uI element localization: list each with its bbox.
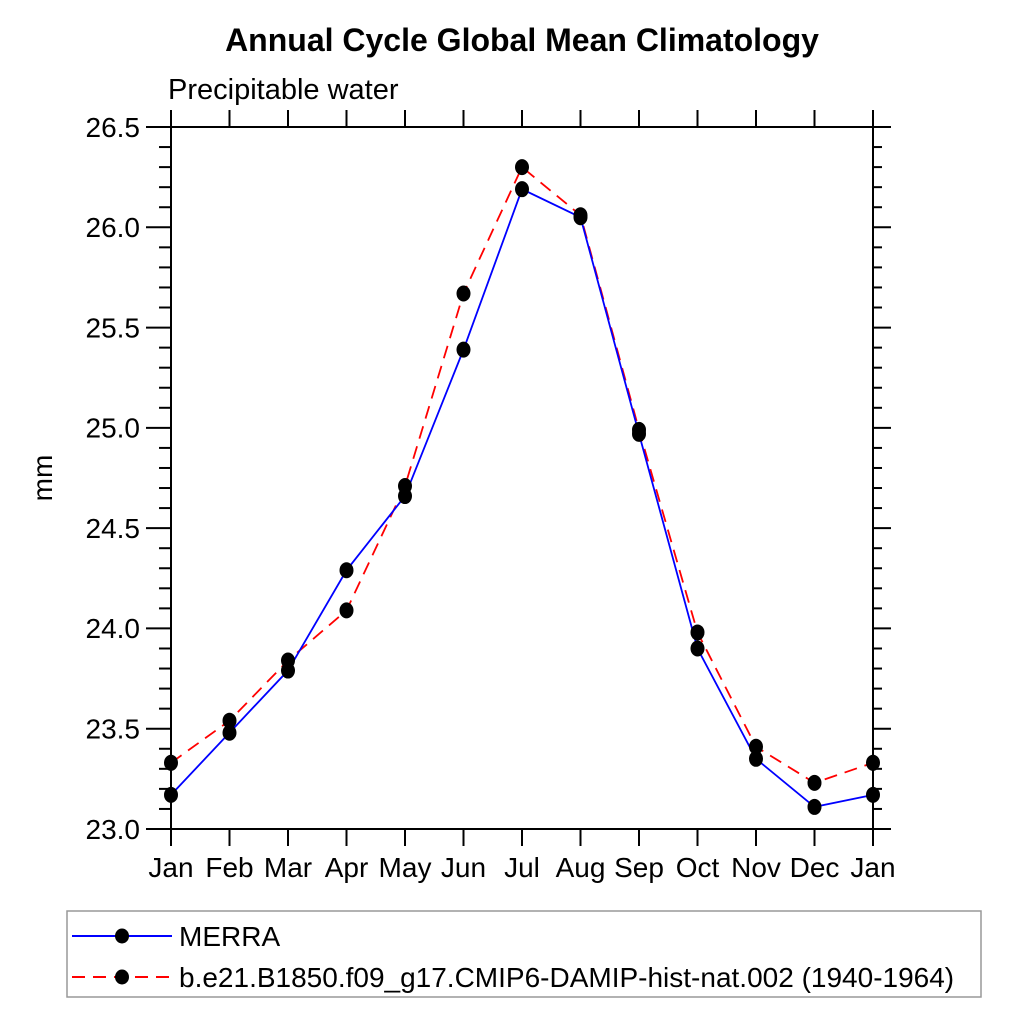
x-tick-label: Dec bbox=[790, 852, 840, 883]
y-tick-label: 25.5 bbox=[86, 312, 141, 343]
data-point-marker bbox=[222, 712, 237, 729]
plot-frame bbox=[170, 126, 874, 830]
x-tick-label: Sep bbox=[614, 852, 664, 883]
data-point-marker bbox=[690, 624, 705, 641]
data-point-marker bbox=[456, 341, 471, 358]
x-tick-label: Oct bbox=[676, 852, 720, 883]
data-point-marker bbox=[632, 421, 646, 438]
data-point-marker bbox=[164, 754, 178, 771]
data-point-marker bbox=[515, 181, 529, 198]
data-point-marker bbox=[690, 640, 705, 657]
x-tick-label: Feb bbox=[205, 852, 253, 883]
data-point-marker bbox=[398, 478, 412, 495]
tick-labels: Jan Feb Mar Apr May Jun Jul Aug Sep Oct Nov Dec Jan2… bbox=[86, 112, 896, 883]
x-tick-label: Jan bbox=[850, 852, 895, 883]
data-point-marker bbox=[339, 602, 354, 619]
y-tick-label: 26.5 bbox=[86, 112, 141, 143]
series-line-model bbox=[170, 165, 874, 784]
data-point-marker bbox=[866, 754, 880, 771]
data-point-marker bbox=[866, 786, 880, 803]
legend-marker-dot bbox=[115, 969, 129, 985]
y-axis-label: mm bbox=[27, 455, 58, 502]
axis-ticks bbox=[146, 110, 891, 846]
data-point-marker bbox=[749, 738, 763, 755]
x-tick-label: Apr bbox=[325, 852, 369, 883]
data-point-marker bbox=[222, 724, 237, 741]
data-point-marker bbox=[456, 285, 471, 302]
legend-marker-dot bbox=[115, 928, 129, 944]
x-tick-label: Aug bbox=[556, 852, 606, 883]
series-line-merra bbox=[170, 187, 874, 808]
legend-entry-merra: MERRA bbox=[72, 921, 280, 952]
data-series bbox=[170, 165, 874, 808]
x-tick-label: Jun bbox=[441, 852, 486, 883]
legend-label-merra: MERRA bbox=[179, 921, 280, 952]
y-tick-label: 24.5 bbox=[86, 513, 141, 544]
chart-title: Annual Cycle Global Mean Climatology bbox=[225, 22, 819, 58]
plot-border bbox=[170, 126, 874, 830]
x-tick-label: Jul bbox=[504, 852, 540, 883]
x-tick-label: Nov bbox=[731, 852, 781, 883]
x-tick-label: Jan bbox=[148, 852, 193, 883]
chart-subtitle: Precipitable water bbox=[168, 74, 399, 106]
legend-box bbox=[66, 910, 982, 998]
y-tick-label: 26.0 bbox=[86, 212, 141, 243]
data-point-marker bbox=[281, 652, 295, 669]
y-tick-label: 23.5 bbox=[86, 714, 141, 745]
y-tick-label: 23.0 bbox=[86, 814, 141, 845]
legend-entry-model: b.e21.B1850.f09_g17.CMIP6-DAMIP-hist-nat… bbox=[72, 962, 954, 993]
data-point-marker bbox=[515, 159, 529, 176]
data-point-marker bbox=[807, 798, 822, 815]
y-tick-label: 24.0 bbox=[86, 613, 141, 644]
x-tick-label: May bbox=[379, 852, 432, 883]
x-tick-label: Mar bbox=[264, 852, 312, 883]
legend: MERRA b.e21.B1850.f09_g17.CMIP6-DAMIP-hi… bbox=[66, 910, 982, 998]
data-point-marker bbox=[573, 207, 588, 224]
legend-label-model: b.e21.B1850.f09_g17.CMIP6-DAMIP-hist-nat… bbox=[179, 962, 954, 993]
data-point-marker bbox=[164, 786, 178, 803]
data-point-marker bbox=[807, 774, 822, 791]
y-tick-label: 25.0 bbox=[86, 413, 141, 444]
data-markers bbox=[164, 159, 880, 815]
data-point-marker bbox=[339, 562, 354, 579]
data-point-marker bbox=[749, 750, 763, 767]
